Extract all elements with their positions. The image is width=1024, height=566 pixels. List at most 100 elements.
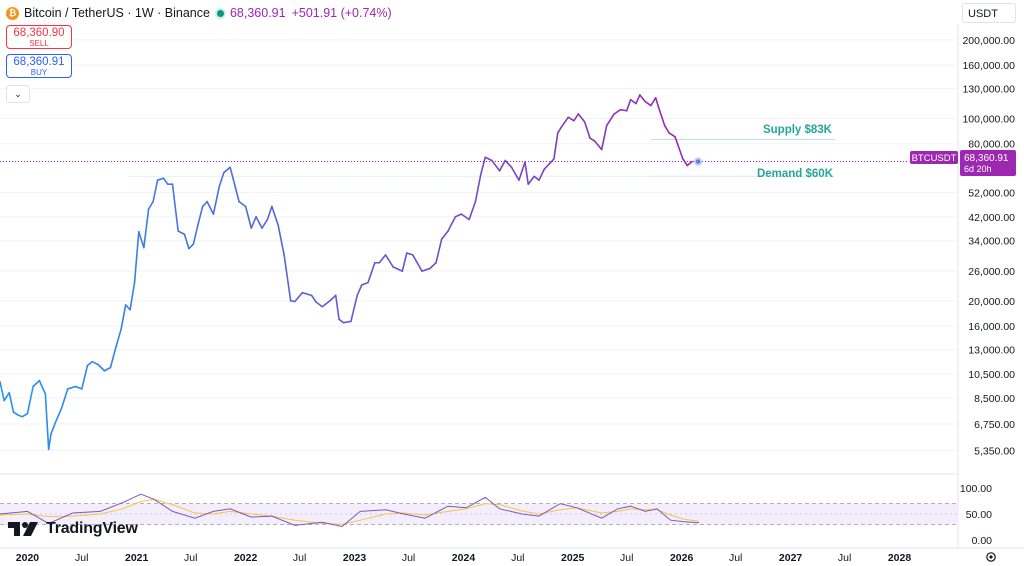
price-segment — [162, 177, 169, 185]
price-segment — [548, 158, 555, 165]
price-segment — [12, 411, 20, 416]
time-tick-label: Jul — [293, 552, 306, 564]
price-segment — [435, 238, 443, 264]
price-segment — [556, 125, 563, 134]
price-segment — [32, 379, 41, 388]
price-segment — [152, 179, 159, 203]
price-segment — [663, 124, 670, 134]
price-segment — [177, 230, 186, 236]
price-segment — [338, 318, 345, 324]
price-segment — [244, 205, 253, 229]
price-segment — [440, 230, 449, 240]
rsi-line — [0, 493, 700, 528]
price-segment — [97, 363, 106, 372]
time-tick-label: 2028 — [888, 552, 912, 564]
price-segment — [635, 94, 641, 105]
symbol-title[interactable]: Bitcoin / TetherUS · 1W · Binance — [24, 6, 210, 20]
header-price: 68,360.91 — [229, 6, 286, 20]
price-segment — [277, 224, 285, 256]
price-segment — [474, 173, 482, 203]
time-tick-label: 2027 — [779, 552, 803, 564]
price-tick-label: 130,000.00 — [962, 84, 1015, 96]
tradingview-logo[interactable]: TradingView — [8, 520, 138, 538]
time-tick-label: 2023 — [343, 552, 367, 564]
price-segment — [538, 168, 546, 181]
time-tick-label: 2022 — [234, 552, 258, 564]
price-segment — [682, 158, 689, 167]
price-segment — [356, 284, 363, 297]
rsi-tick-label: 0.00 — [972, 535, 993, 547]
price-segment — [0, 380, 5, 402]
price-segment — [218, 171, 225, 188]
price-segment — [629, 98, 637, 105]
time-tick-label: Jul — [620, 552, 633, 564]
collapse-chevron-icon[interactable]: ⌄ — [6, 85, 30, 103]
price-segment — [283, 254, 292, 302]
sell-label: SELL — [29, 39, 49, 48]
price-segment — [171, 183, 179, 232]
price-segment — [21, 412, 29, 418]
time-axis: 2020 Jul 2021 Jul 2022 Jul 2023 Jul 2024 Jul 2025 J… — [16, 552, 912, 564]
price-segment — [8, 391, 15, 413]
bitcoin-icon: ₿ — [6, 6, 19, 20]
price-segment — [271, 205, 279, 226]
price-segment — [392, 266, 404, 272]
price-segment — [342, 320, 352, 324]
sell-price: 68,360.90 — [13, 27, 65, 39]
price-tick-label: 52,000.00 — [968, 188, 1015, 200]
price-segment — [294, 291, 304, 303]
price-segment — [421, 267, 431, 272]
time-tick-label: Jul — [75, 552, 88, 564]
price-segment — [384, 254, 394, 268]
price-segment — [460, 213, 470, 221]
buy-button[interactable]: 68,360.91 BUY — [6, 54, 72, 78]
price-segment — [124, 304, 131, 311]
price-segment — [560, 116, 570, 128]
price-segment — [533, 175, 540, 181]
symbol-header[interactable]: ₿ Bitcoin / TetherUS · 1W · Binance 68,3… — [6, 5, 392, 21]
price-segment — [625, 98, 632, 112]
price-segment — [405, 252, 414, 256]
price-segment — [26, 385, 34, 415]
currency-selector[interactable]: USDT — [962, 3, 1016, 23]
sell-button[interactable]: 68,360.90 SELL — [6, 25, 72, 49]
price-segment — [639, 94, 647, 103]
price-segment — [650, 96, 657, 107]
price-segment — [133, 230, 140, 283]
price-segment — [577, 113, 586, 123]
price-tick-label: 16,000.00 — [968, 321, 1015, 333]
settings-gear-icon[interactable] — [985, 551, 997, 563]
bar-countdown: 6d 20h — [964, 164, 992, 174]
price-segment — [50, 420, 57, 435]
price-segment — [334, 294, 340, 321]
price-segment — [233, 183, 240, 203]
price-tick-label: 200,000.00 — [962, 35, 1015, 47]
price-segment — [619, 108, 628, 112]
time-tick-label: 2024 — [452, 552, 476, 564]
price-segment — [644, 100, 652, 107]
price-segment — [605, 113, 615, 127]
price-segment — [510, 166, 520, 181]
price-segment — [573, 113, 580, 122]
price-tick-label: 42,000.00 — [968, 212, 1015, 224]
last-price-marker — [693, 157, 703, 166]
time-tick-label: Jul — [184, 552, 197, 564]
price-segment — [143, 208, 150, 249]
price-segment — [315, 301, 324, 308]
price-tick-label: 160,000.00 — [962, 60, 1015, 72]
price-segment — [600, 124, 608, 151]
price-segment — [321, 300, 331, 308]
price-segment — [223, 166, 231, 174]
price-tick-label: 6,750.00 — [974, 419, 1015, 431]
price-segment — [479, 156, 487, 176]
price-tick-label: 8,500.00 — [974, 393, 1015, 405]
price-segment — [378, 254, 387, 264]
price-segment — [91, 360, 99, 366]
symbol-price-tag: BTCUSDT 68,360.91 6d 20h — [910, 150, 1016, 176]
price-tick-label: 5,350.00 — [974, 445, 1015, 457]
price-segment — [137, 230, 145, 249]
price-segment — [454, 213, 463, 218]
price-segment — [613, 108, 622, 115]
rsi-series — [0, 493, 700, 528]
